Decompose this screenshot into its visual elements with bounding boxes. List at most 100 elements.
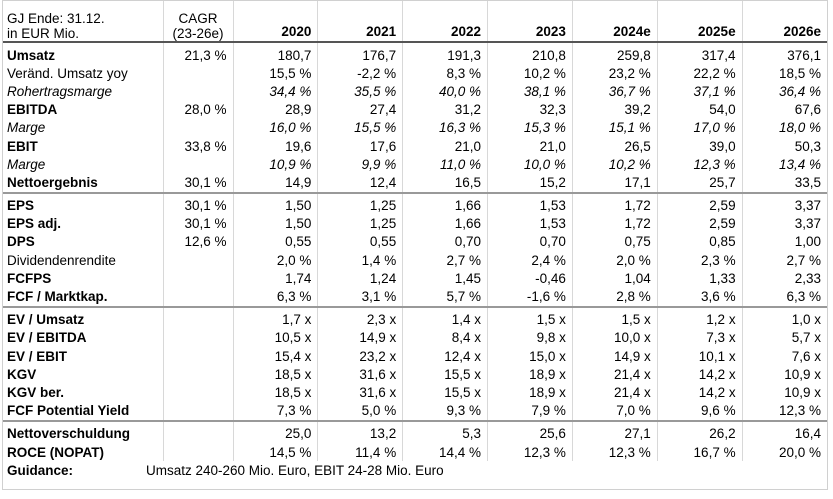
cagr-cell [163,442,234,462]
value-cell: 12,3 % [487,442,573,462]
data-row: Veränd. Umsatz yoy 15,5 % -2,2 % 8,3 % 10,2 … [3,64,827,83]
value-cell: 1,5 x [572,305,658,329]
row-label: EPS adj. [3,214,164,233]
cagr-cell [163,269,234,288]
value-cell: 0,70 [487,232,573,252]
value-cell: 8,3 % [402,64,489,83]
value-cell: 15,1 % [572,118,658,137]
value-cell: 7,9 % [487,401,573,421]
value-cell: 1,0 x [742,305,827,329]
value-cell: 1,33 [657,269,743,288]
year-header: 2022 [402,1,489,43]
value-cell: -2,2 % [317,64,404,83]
row-label: ROCE (NOPAT) [3,442,164,462]
header-cagr-line: CAGR [178,11,218,26]
row-label: Umsatz [3,42,164,65]
data-row: FCFPS 1,74 1,24 1,45 -0,46 1,04 1,33 2,33 [3,269,827,288]
value-cell: 12,4 [317,173,404,193]
value-cell: 25,7 [657,173,743,193]
row-label: DPS [3,232,164,252]
row-label: KGV ber. [3,383,164,402]
guidance-label: Guidance: [7,462,74,478]
value-cell: 0,55 [317,232,404,252]
year-header: 2025e [657,1,743,43]
value-cell: 18,5 x [233,365,319,384]
value-cell: 0,55 [233,232,319,252]
value-cell: 2,7 % [786,252,821,268]
row-label: FCFPS [3,269,164,288]
value-cell: 10,1 x [657,347,743,366]
row-label: EBIT [3,136,164,156]
row-label: EV / EBIT [3,347,164,366]
value-cell: 18,0 % [778,120,821,136]
value-cell: 15,3 % [487,118,573,137]
value-cell: 9,3 % [402,401,489,421]
value-cell: 14,4 % [402,442,489,462]
row-label: Nettoverschuldung [3,419,164,443]
value-cell: 54,0 [657,100,743,119]
value-cell: 14,2 x [657,383,743,402]
value-cell: 210,8 [487,42,573,65]
value-cell: -0,46 [487,269,573,288]
value-cell: 15,0 x [487,347,573,366]
value-cell: 17,6 [317,136,404,156]
row-label: Dividendenrendite [3,251,164,270]
value-cell: 1,25 [317,214,404,233]
value-cell: 1,50 [233,191,319,215]
value-cell: 16,3 % [402,118,489,137]
year-header: 2021 [317,1,404,43]
row-label: FCF Potential Yield [3,401,164,421]
value-cell: 2,7 % [402,251,489,270]
row-label: Nettoergebnis [3,173,164,193]
value-cell: 10,9 x [784,384,821,400]
value-cell: 1,04 [572,269,658,288]
value-cell: 1,72 [572,214,658,233]
cagr-cell [163,419,234,443]
value-cell: 9,8 x [487,328,573,347]
header-label-line: GJ Ende: 31.12. [7,11,105,26]
value-cell: 1,7 x [233,305,319,329]
table-frame: GJ Ende: 31.12. in EUR Mio. CAGR (23-26e) 20… [2,0,828,490]
cagr-cell [163,287,234,307]
cagr-cell [163,64,234,83]
value-cell: 1,53 [487,214,573,233]
value-cell: 18,9 x [487,383,573,402]
value-cell: 36,4 % [778,83,821,99]
data-row: ROCE (NOPAT) 14,5 % 11,4 % 14,4 % 12,3 % 12,3… [3,442,827,462]
value-cell: 7,3 x [657,328,743,347]
cagr-cell [163,251,234,270]
value-cell: 7,0 % [572,401,658,421]
cagr-cell: 33,8 % [163,136,234,156]
value-cell: 23,2 x [317,347,404,366]
value-cell: 9,6 % [657,401,743,421]
value-cell: 26,2 [657,419,743,443]
value-cell: 12,4 x [402,347,489,366]
value-cell: 180,7 [233,42,319,65]
cagr-cell [163,401,234,421]
guidance-text: Umsatz 240-260 Mio. Euro, EBIT 24-28 Mio… [146,462,444,478]
value-cell: 2,0 % [572,251,658,270]
value-cell: 0,75 [572,232,658,252]
value-cell: 1,5 x [487,305,573,329]
value-cell: 10,5 x [233,328,319,347]
data-row: Marge 16,0 % 15,5 % 16,3 % 15,3 % 15,1 % 17,0 … [3,118,827,137]
value-cell: 5,0 % [317,401,404,421]
value-cell: 176,7 [317,42,404,65]
financial-table: GJ Ende: 31.12. in EUR Mio. CAGR (23-26e) 20… [3,1,827,479]
value-cell: 18,9 x [487,365,573,384]
value-cell: 10,2 % [572,155,658,174]
value-cell: 5,7 % [402,287,489,307]
value-cell: 10,9 x [784,366,821,382]
value-cell: 39,2 [572,100,658,119]
value-cell: 40,0 % [402,82,489,101]
value-cell: 12,3 % [657,155,743,174]
value-cell: 1,66 [402,191,489,215]
value-cell: 3,6 % [657,287,743,307]
value-cell: 16,4 [742,419,827,443]
value-cell: 17,0 % [657,118,743,137]
value-cell: 27,1 [572,419,658,443]
data-row: KGV 18,5 x 31,6 x 15,5 x 18,9 x 21,4 x 14,2 x 1… [3,365,827,384]
value-cell: 21,0 [487,136,573,156]
data-row: Nettoergebnis 30,1 % 14,9 12,4 16,5 15,2 17,1 2… [3,173,827,193]
